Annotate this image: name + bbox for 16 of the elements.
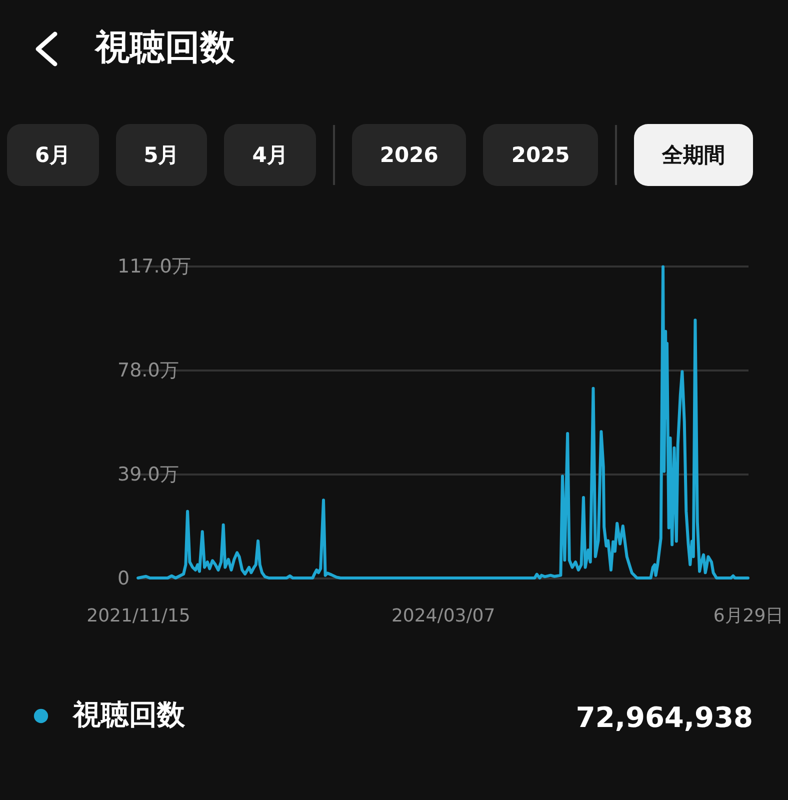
y-tick-label: 78.0万 (118, 360, 179, 382)
period-tab: 2025 (483, 124, 598, 186)
period-tab: 4月 (224, 124, 316, 186)
x-tick-label: 2024/03/07 (391, 606, 496, 626)
y-tick-label: 0 (118, 568, 130, 590)
text: 72,964,938 (576, 700, 753, 736)
legend-label: 視聴回数 (72, 698, 186, 731)
period-tab: 全期間 (634, 124, 753, 186)
period-tab: 2026 (352, 124, 466, 186)
y-tick-label: 39.0万 (118, 464, 179, 486)
chart-title: 視聴回数 (95, 27, 235, 70)
period-tab: 6月 (7, 124, 99, 186)
y-tick-label: 117.0万 (118, 256, 191, 278)
x-tick-label: 6月29日 (713, 606, 784, 626)
x-tick-label: 2021/11/15 (86, 606, 190, 626)
period-tab: 5月 (116, 124, 208, 186)
